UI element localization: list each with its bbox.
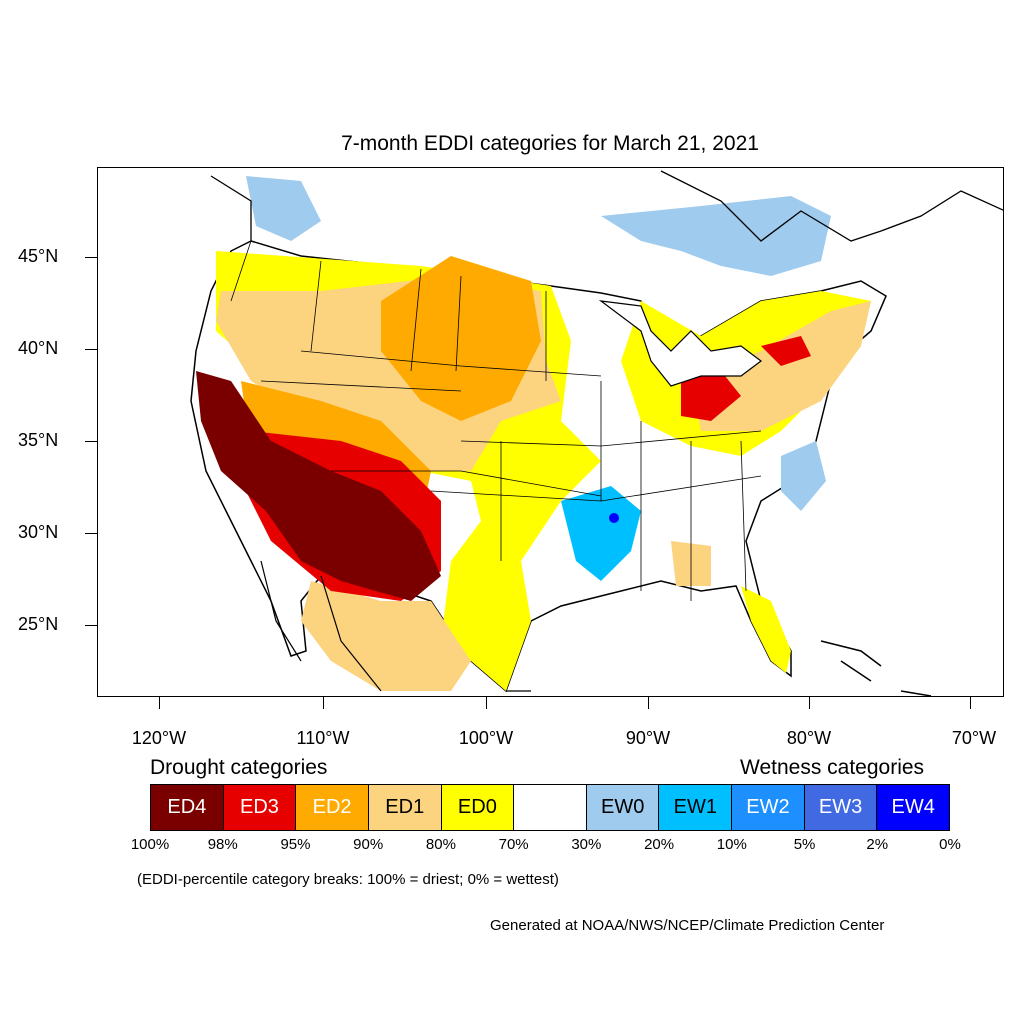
lon-label-80: 80°W — [786, 728, 832, 748]
lon-tick — [648, 697, 649, 709]
legend-box-ew3: EW3 — [804, 785, 878, 830]
legend-box-ew4: EW4 — [877, 785, 950, 830]
ed4-region-southwest — [196, 371, 441, 601]
ed3-region-lakes — [681, 371, 741, 421]
lat-tick — [85, 441, 97, 442]
wet-region-north — [601, 196, 831, 276]
lat-tick — [85, 257, 97, 258]
wetness-heading: Wetness categories — [740, 756, 925, 779]
lon-label-100: 100°W — [458, 728, 514, 748]
lat-tick — [85, 349, 97, 350]
legend-percentile: 30% — [571, 836, 602, 853]
legend-percentile: 5% — [793, 836, 816, 853]
lat-label-45: 45°N — [18, 246, 59, 266]
legend-box-ed3: ED3 — [223, 785, 297, 830]
lon-label-70: 70°W — [951, 728, 997, 748]
lon-tick — [159, 697, 160, 709]
great-lakes — [598, 300, 762, 387]
legend-percentile: 0% — [939, 836, 961, 853]
legend-box-ew1: EW1 — [659, 785, 733, 830]
legend-percentile: 90% — [353, 836, 384, 853]
lat-tick — [85, 625, 97, 626]
legend-colorbar: ED4 ED3 ED2 ED1 ED0 EW0 EW1 EW2 EW3 EW4 — [150, 784, 950, 831]
ed2-region-plains — [381, 256, 541, 421]
state-borders — [230, 240, 762, 601]
lon-tick — [970, 697, 971, 709]
wet-region-south — [561, 486, 641, 581]
legend-box-ed0: ED0 — [441, 785, 515, 830]
lon-tick — [486, 697, 487, 709]
drought-heading: Drought categories — [150, 756, 328, 779]
lon-tick — [323, 697, 324, 709]
legend-percentile: 98% — [207, 836, 238, 853]
lon-label-120: 120°W — [131, 728, 187, 748]
legend-box-ed4: ED4 — [151, 785, 224, 830]
ew4-spot — [609, 513, 619, 523]
ed3-region-ny — [761, 336, 811, 366]
legend-box-ew2: EW2 — [732, 785, 805, 830]
legend-box-ew0: EW0 — [586, 785, 660, 830]
wet-region-carolinas — [781, 441, 826, 511]
legend-note: (EDDI-percentile category breaks: 100% =… — [137, 871, 559, 888]
credit-line: Generated at NOAA/NWS/NCEP/Climate Predi… — [490, 917, 885, 934]
legend-percentile: 100% — [130, 836, 170, 853]
legend-percentile: 2% — [866, 836, 889, 853]
ed1-region-south — [301, 581, 471, 691]
ed0-region-florida — [741, 586, 791, 673]
caribbean-islands — [820, 640, 932, 696]
mexico-outline — [260, 560, 531, 692]
lon-tick — [809, 697, 810, 709]
lat-label-35: 35°N — [18, 430, 59, 450]
lat-label-30: 30°N — [18, 522, 59, 542]
us-map — [190, 170, 1003, 696]
legend-percentile: 80% — [425, 836, 456, 853]
lat-label-25: 25°N — [18, 614, 59, 634]
lon-label-110: 110°W — [296, 728, 350, 748]
wet-region-northwest — [246, 176, 321, 241]
legend-percentile: 10% — [716, 836, 747, 853]
map-title: 7-month EDDI categories for March 21, 20… — [341, 132, 759, 155]
legend-percentile: 95% — [280, 836, 311, 853]
map-panel — [97, 167, 1004, 697]
legend-percentile: 70% — [498, 836, 529, 853]
canada-coast — [210, 170, 1003, 242]
lon-label-90: 90°W — [625, 728, 671, 748]
lat-tick — [85, 533, 97, 534]
lat-label-40: 40°N — [18, 338, 59, 358]
legend-box-neutral — [514, 785, 587, 830]
legend-percentile: 20% — [644, 836, 675, 853]
legend-box-ed2: ED2 — [296, 785, 369, 830]
legend-box-ed1: ED1 — [368, 785, 442, 830]
